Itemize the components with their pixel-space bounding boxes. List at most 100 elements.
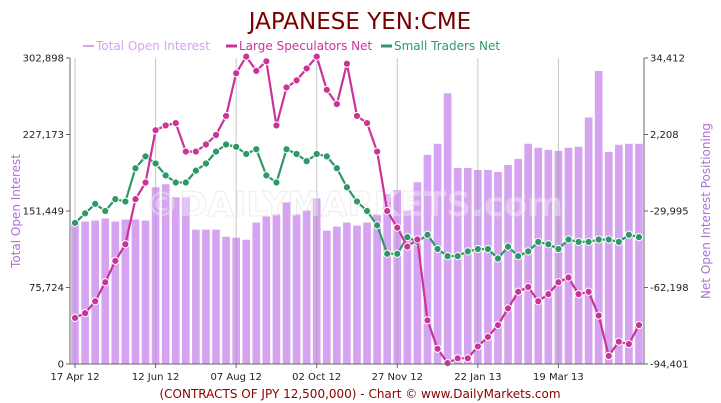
small-traders-point xyxy=(272,178,281,187)
small-traders-point xyxy=(221,140,231,149)
small-traders-point xyxy=(101,206,110,216)
open-interest-bar xyxy=(131,219,140,364)
x-tick-label: 12 Jun 12 xyxy=(132,372,179,383)
large-speculators-point xyxy=(302,64,311,73)
open-interest-bar xyxy=(413,182,422,364)
small-traders-point xyxy=(332,164,341,173)
chart-title: JAPANESE YEN:CME xyxy=(247,9,471,35)
small-traders-point xyxy=(443,252,452,261)
left-tick-label: 302,898 xyxy=(23,54,64,65)
small-traders-point xyxy=(312,149,321,159)
chart-footer: (CONTRACTS OF JPY 12,500,000) - Chart © … xyxy=(159,387,560,401)
large-speculators-point xyxy=(81,309,90,318)
small-traders-point xyxy=(91,199,100,208)
small-traders-point xyxy=(524,247,533,256)
large-speculators-point xyxy=(151,126,160,135)
large-speculators-point xyxy=(282,83,291,92)
small-traders-point xyxy=(282,145,291,154)
left-axis-ticks: 0 75,724 151,449 227,173 302,898 xyxy=(23,54,70,371)
small-traders-point xyxy=(453,252,462,261)
right-tick-label: -29,995 xyxy=(650,207,689,218)
small-traders-point xyxy=(393,249,402,258)
large-speculators-point xyxy=(91,297,100,306)
right-tick-label: -62,198 xyxy=(650,283,689,294)
x-tick-label: 07 Aug 12 xyxy=(210,372,261,383)
small-traders-point xyxy=(514,252,523,261)
small-traders-point xyxy=(171,178,180,187)
open-interest-bar xyxy=(403,210,412,364)
open-interest-bar xyxy=(262,216,271,364)
large-speculators-point xyxy=(312,52,321,61)
legend-label: Total Open Interest xyxy=(95,39,210,53)
open-interest-bar xyxy=(222,236,230,364)
open-interest-bar xyxy=(594,71,603,364)
open-interest-bar xyxy=(302,210,311,364)
large-speculators-point xyxy=(514,287,523,296)
large-speculators-point xyxy=(594,311,603,320)
large-speculators-point xyxy=(393,223,402,232)
small-traders-point xyxy=(624,230,633,239)
small-traders-point xyxy=(614,237,623,246)
large-speculators-point xyxy=(242,52,251,61)
large-speculators-point xyxy=(191,147,200,156)
large-speculators-point xyxy=(221,111,231,121)
large-speculators-point xyxy=(564,273,573,282)
legend-total-open-interest[interactable]: Total Open Interest xyxy=(83,39,210,53)
watermark: ©DAILYMARKETS.com xyxy=(145,185,563,225)
small-traders-point xyxy=(242,149,251,159)
open-interest-bar xyxy=(242,239,251,364)
large-speculators-point xyxy=(614,337,623,346)
large-speculators-point xyxy=(352,111,362,121)
open-interest-bar xyxy=(81,221,89,364)
large-speculators-point xyxy=(232,69,241,78)
small-traders-point xyxy=(564,235,573,244)
open-interest-bar xyxy=(433,143,442,364)
large-speculators-point xyxy=(544,290,553,299)
small-traders-point xyxy=(181,178,190,187)
open-interest-bar xyxy=(373,214,381,364)
large-speculators-point xyxy=(373,147,382,156)
small-traders-point xyxy=(604,235,613,244)
open-interest-bar xyxy=(343,222,351,364)
large-speculators-point xyxy=(584,287,593,296)
small-traders-point xyxy=(252,145,261,154)
small-traders-point xyxy=(262,171,271,180)
right-tick-label: 34,412 xyxy=(650,54,685,65)
large-speculators-point xyxy=(383,206,392,216)
large-speculators-point xyxy=(483,332,493,342)
right-axis-label: Net Open Interest Positioning xyxy=(699,123,713,299)
right-axis-ticks: -94,401 -62,198 -29,995 2,208 34,412 xyxy=(644,54,689,371)
large-speculators-point xyxy=(141,178,150,187)
open-interest-bar xyxy=(292,214,301,364)
large-speculators-point xyxy=(272,121,281,130)
small-traders-point xyxy=(403,233,412,242)
small-traders-point xyxy=(131,164,140,173)
small-traders-point xyxy=(151,159,160,168)
open-interest-bar xyxy=(504,164,512,364)
open-interest-bar xyxy=(282,202,291,364)
right-tick-label: 2,208 xyxy=(650,130,679,141)
large-speculators-point xyxy=(433,344,442,353)
legend-small-traders[interactable]: Small Traders Net xyxy=(381,39,500,53)
large-speculators-point xyxy=(171,119,180,128)
large-speculators-point xyxy=(524,282,533,292)
left-tick-label: 151,449 xyxy=(23,207,64,218)
open-interest-bar xyxy=(202,229,210,364)
open-interest-bar xyxy=(574,146,583,364)
open-interest-bar xyxy=(333,226,341,364)
legend-label: Large Speculators Net xyxy=(239,39,372,53)
large-speculators-point xyxy=(493,320,503,330)
small-traders-point xyxy=(121,197,130,206)
legend-large-speculators[interactable]: Large Speculators Net xyxy=(226,39,372,53)
open-interest-bar xyxy=(443,93,452,364)
large-speculators-point xyxy=(131,195,140,204)
large-speculators-point xyxy=(322,85,331,94)
large-speculators-point xyxy=(453,354,462,363)
large-speculators-point xyxy=(473,342,482,351)
large-speculators-point xyxy=(201,140,211,149)
small-traders-point xyxy=(373,221,382,230)
open-interest-bar xyxy=(181,197,190,364)
x-axis-ticks: 17 Apr 12 12 Jun 12 07 Aug 12 02 Oct 12 27 N… xyxy=(50,364,584,383)
small-traders-point xyxy=(161,171,170,180)
open-interest-bar xyxy=(383,194,392,364)
